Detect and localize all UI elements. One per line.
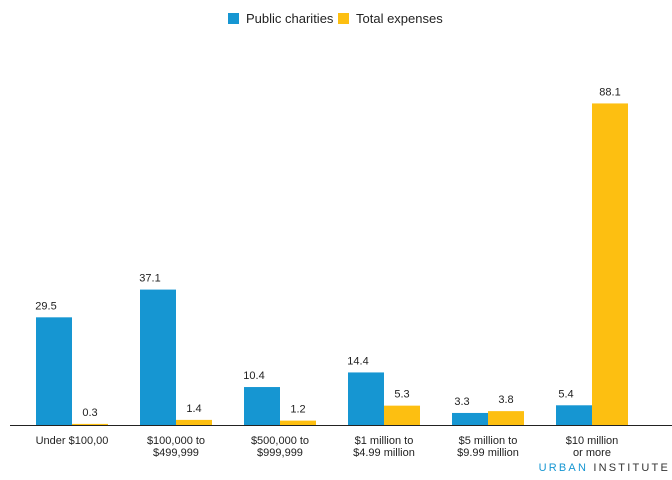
- value-label-series2-cat1: 0.3: [82, 407, 97, 419]
- value-label-series1-cat1: 29.5: [35, 300, 56, 312]
- brand-name-part2: INSTITUTE: [593, 462, 670, 474]
- category-label-3: $500,000 to $999,999: [251, 435, 309, 459]
- value-label-series1-cat3: 10.4: [243, 370, 264, 382]
- value-label-series2-cat5: 3.8: [498, 394, 513, 406]
- legend-label-1: Public charities: [246, 11, 334, 26]
- bar-series2-cat1: [72, 423, 108, 425]
- value-label-series1-cat6: 5.4: [558, 388, 573, 400]
- bar-series2-cat2: [176, 419, 212, 425]
- brand-name-part1: URBAN: [538, 462, 589, 474]
- legend-swatch-2: [338, 13, 349, 24]
- bar-series2-cat5: [488, 411, 524, 425]
- value-label-series1-cat2: 37.1: [139, 273, 160, 285]
- bar-series1-cat1: [36, 317, 72, 425]
- value-label-series2-cat2: 1.4: [186, 403, 201, 415]
- value-label-series2-cat4: 5.3: [394, 389, 409, 401]
- value-labels-group: 29.5 0.3 37.1 1.4 10.4 1.2 14.4 5.3 3.3 3.8 5.4 88.…: [35, 86, 620, 418]
- category-label-5: $5 million to $9.99 million: [457, 435, 519, 459]
- category-label-4: $1 million to $4.99 million: [353, 435, 415, 459]
- category-label-6: $10 million or more: [566, 435, 619, 459]
- bar-series2-cat6: [592, 103, 628, 425]
- category-label-2: $100,000 to $499,999: [147, 435, 205, 459]
- value-label-series2-cat6: 88.1: [599, 86, 620, 98]
- category-label-1: Under $100,00: [36, 435, 109, 447]
- bar-series2-cat4: [384, 405, 420, 425]
- legend-label-2: Total expenses: [356, 11, 443, 26]
- bars-group: [36, 103, 628, 425]
- value-label-series2-cat3: 1.2: [290, 404, 305, 416]
- category-labels-group: Under $100,00 $100,000 to $499,999 $500,000…: [36, 435, 619, 459]
- bar-series1-cat5: [452, 412, 488, 425]
- bar-series1-cat4: [348, 372, 384, 425]
- legend: Public charities Total expenses: [228, 11, 443, 26]
- bar-series1-cat2: [140, 289, 176, 425]
- legend-swatch-1: [228, 13, 239, 24]
- bar-series1-cat3: [244, 387, 280, 425]
- bar-series2-cat3: [280, 420, 316, 425]
- value-label-series1-cat5: 3.3: [454, 396, 469, 408]
- value-label-series1-cat4: 14.4: [347, 355, 368, 367]
- urban-institute-logo: URBAN INSTITUTE: [539, 462, 670, 474]
- bar-series1-cat6: [556, 405, 592, 425]
